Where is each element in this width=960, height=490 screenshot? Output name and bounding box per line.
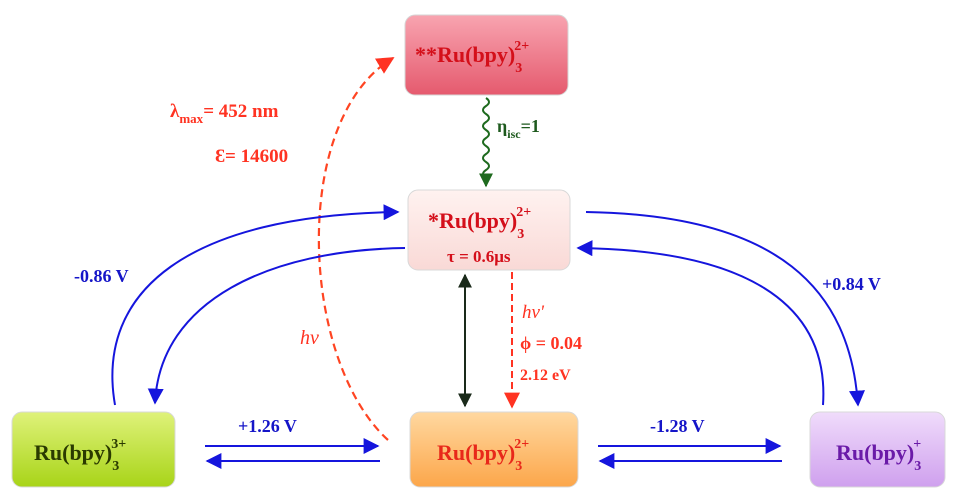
left-inner-arc (147, 247, 406, 405)
epsilon-label: Ɛ= 14600 (215, 146, 288, 167)
potential-left-top: -0.86 V (74, 266, 129, 286)
potential-right-top: +0.84 V (822, 274, 881, 294)
absorption-arrow (317, 57, 395, 441)
isc-wavy-arrow (479, 97, 493, 188)
triplet-lifetime: τ = 0.6μs (447, 247, 511, 266)
right-inner-arc (576, 240, 825, 406)
eta-isc-label: ηisc=1 (497, 116, 540, 141)
left-outer-arc (111, 204, 400, 406)
potential-right-bottom: -1.28 V (650, 416, 705, 436)
ground-state-box (409, 411, 579, 488)
ground-state-label: Ru(bpy)32+ (437, 437, 529, 474)
triplet-state-label: *Ru(bpy)32+ (428, 205, 531, 242)
energy-label: 2.12 eV (520, 367, 571, 384)
right-outer-arc (585, 211, 865, 407)
hv-emit-label: hν' (522, 302, 545, 323)
singlet-state-label: **Ru(bpy)32+ (415, 39, 529, 76)
oxidized-state-box (11, 411, 176, 488)
reduced-state-box (809, 411, 946, 488)
triplet-state-box (407, 189, 571, 271)
oxidized-state-label: Ru(bpy)33+ (34, 437, 126, 474)
hv-absorb-label: hν (300, 327, 319, 349)
singlet-state-box (404, 14, 569, 96)
reduced-state-label: Ru(bpy)3+ (836, 437, 921, 474)
potential-left-bottom: +1.26 V (238, 416, 297, 436)
lambda-max-label: λmax= 452 nm (170, 101, 279, 126)
phi-label: ϕ = 0.04 (520, 333, 582, 353)
